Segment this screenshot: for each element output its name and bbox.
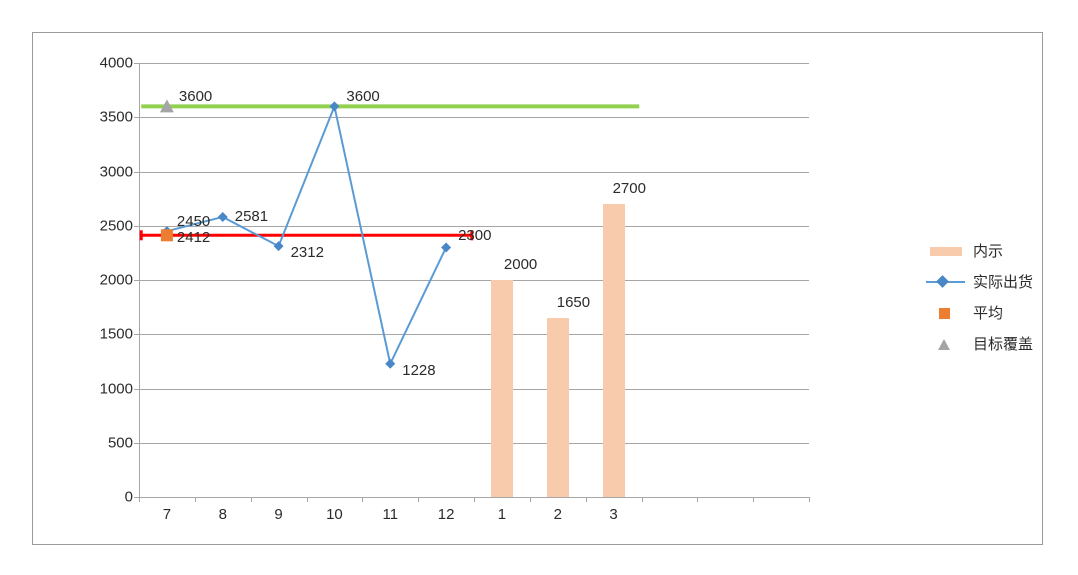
actual-shipment-line — [166, 102, 447, 367]
plot-area: 2000 1650 2700 2450 2412 2581 2312 3600 3600 1228… — [134, 63, 810, 502]
bar-label-2700: 2700 — [612, 180, 646, 198]
x-tick-mark — [194, 497, 196, 502]
x-tick-mark — [641, 497, 643, 502]
x-tick-mark — [753, 497, 755, 502]
y-tick-mark — [134, 225, 139, 227]
gridline — [139, 225, 809, 227]
series-svg — [139, 99, 640, 369]
bar — [490, 280, 513, 497]
line-label-2450: 2450 — [176, 213, 211, 231]
bar — [602, 204, 625, 497]
bar — [546, 317, 569, 497]
y-tick-mark — [134, 63, 139, 64]
chart-legend: 内示实际出货平均目标覆盖 — [923, 235, 1048, 359]
series-markers — [159, 99, 452, 369]
y-tick-label: 4000 — [99, 54, 133, 72]
legend-item[interactable]: 目标覆盖 — [923, 328, 1048, 359]
avg-label-2412: 2412 — [176, 229, 211, 247]
x-tick-label: 12 — [437, 506, 455, 523]
y-tick-mark — [134, 388, 139, 390]
legend-item[interactable]: 内示 — [923, 235, 1048, 266]
y-tick-label: 2500 — [99, 217, 133, 235]
y-axis-label-group: 4000 3500 3000 2500 2000 1500 1000 500 0 — [73, 55, 133, 506]
y-tick-label: 2000 — [99, 271, 133, 289]
x-tick-mark — [474, 497, 475, 502]
x-tick-label: 7 — [162, 506, 172, 523]
x-tick-label: 2 — [553, 506, 562, 523]
y-tick-mark — [134, 280, 139, 281]
line-label-3600: 3600 — [346, 88, 380, 106]
y-tick-label: 0 — [124, 488, 133, 506]
y-tick-label: 1000 — [99, 380, 133, 397]
x-tick-mark — [418, 497, 420, 502]
y-tick-label: 3000 — [99, 163, 133, 180]
legend-item[interactable]: 平均 — [923, 297, 1048, 328]
x-tick-mark — [529, 497, 531, 502]
legend-item-label: 目标覆盖 — [973, 336, 1034, 353]
x-axis-label-group: 7 8 9 10 11 12 1 2 3 — [139, 63, 809, 523]
x-tick-label: 9 — [274, 506, 283, 523]
y-tick-mark — [134, 442, 139, 444]
bar-label-2000: 2000 — [503, 256, 538, 273]
legend-item-label: 平均 — [973, 305, 1004, 322]
line-label-1228: 1228 — [402, 361, 436, 379]
chart-frame: 4000 3500 3000 2500 2000 1500 1000 500 0 2000 165… — [32, 32, 1043, 545]
average-line — [139, 230, 474, 241]
line-diamond-marker-icon — [923, 273, 967, 291]
gridline — [139, 334, 809, 336]
line-label-2581: 2581 — [234, 207, 269, 225]
y-tick-mark — [134, 497, 139, 498]
x-tick-label: 11 — [382, 506, 399, 523]
y-tick-label: 500 — [107, 434, 133, 452]
x-tick-mark — [306, 497, 308, 502]
x-tick-mark — [697, 497, 699, 502]
bar-swatch-icon — [923, 242, 967, 260]
legend-item-label: 内示 — [973, 243, 1004, 260]
triangle-marker-icon — [923, 335, 967, 353]
x-tick-mark — [250, 497, 252, 502]
gridline — [139, 280, 809, 281]
x-tick-mark — [585, 497, 587, 502]
x-tick-label: 3 — [609, 506, 618, 523]
gridline — [139, 388, 809, 390]
line-label-2300: 2300 — [458, 227, 492, 245]
y-tick-label: 1500 — [99, 325, 133, 343]
gridline — [139, 63, 809, 64]
x-tick-mark — [809, 497, 810, 502]
y-tick-mark — [134, 334, 139, 336]
x-tick-label: 8 — [218, 506, 227, 523]
square-marker-icon — [923, 304, 967, 322]
target-label-3600: 3600 — [178, 88, 213, 106]
gridline — [139, 171, 809, 173]
y-tick-mark — [134, 117, 139, 119]
x-tick-mark — [362, 497, 364, 502]
x-tick-mark — [139, 497, 140, 502]
y-tick-label: 3500 — [99, 108, 133, 126]
line-label-2312: 2312 — [290, 244, 324, 262]
x-tick-label: 10 — [326, 506, 343, 523]
gridline — [139, 442, 809, 444]
legend-item[interactable]: 实际出货 — [923, 266, 1048, 297]
bar-label-1650: 1650 — [556, 293, 591, 311]
gridline — [139, 117, 809, 119]
x-tick-label: 1 — [497, 506, 507, 523]
legend-item-label: 实际出货 — [973, 274, 1034, 291]
y-tick-mark — [134, 171, 139, 173]
